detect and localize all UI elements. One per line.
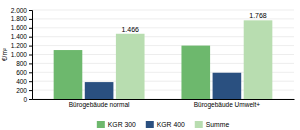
grid [32, 10, 294, 99]
tick-label: 1.200 [11, 42, 28, 49]
tick: 1.800 [11, 15, 32, 22]
bar [85, 82, 114, 99]
tick-label: 200 [16, 87, 27, 94]
tick: 600 [16, 69, 32, 76]
axis-line [29, 11, 33, 100]
tick-label: 1.400 [11, 33, 28, 40]
x-axis: Bürogebäude normal Bürogebäude Umwelt+ [33, 99, 295, 109]
tick-mark [29, 81, 32, 82]
data-label: 1.466 [121, 26, 139, 33]
tick: 200 [16, 87, 32, 94]
bar [181, 46, 210, 99]
tick: 400 [16, 78, 32, 85]
legend-label: Summe [206, 121, 230, 128]
legend-item: KGR 300 [97, 121, 136, 128]
tick-label: 2.000 [11, 7, 28, 14]
legend-swatch [97, 121, 105, 128]
tick: 1.400 [11, 33, 32, 40]
tick: 1.600 [11, 24, 32, 31]
legend-swatch [195, 121, 203, 128]
bar [54, 50, 83, 99]
tick-mark [29, 19, 32, 20]
y-axis-title: €/m² [1, 47, 8, 61]
legend-label: KGR 400 [157, 121, 185, 128]
tick: 800 [16, 60, 32, 67]
tick-mark [29, 10, 32, 11]
legend: KGR 300 KGR 400 Summe [97, 121, 230, 128]
tick-label: 600 [16, 69, 27, 76]
tick-label: Bürogebäude normal [69, 101, 130, 109]
legend-swatch [146, 121, 154, 128]
tick: Bürogebäude Umwelt+ [194, 99, 261, 109]
legend-label: KGR 300 [108, 121, 136, 128]
bar [213, 73, 242, 99]
tick-label: 1.000 [11, 51, 28, 58]
tick-label: 1.600 [11, 24, 28, 31]
y-axis: 0 200 400 600 800 1.000 1.200 1.400 1.600 1.8002.… [11, 7, 33, 103]
tick-label: 800 [16, 60, 27, 67]
tick-mark [29, 55, 32, 56]
tick-label: 0 [23, 96, 27, 103]
plot: 1.466 1.768 0 200 400 600 800 1.000 1.200 1.400 1.… [11, 7, 295, 109]
tick-mark [29, 72, 32, 73]
bars [54, 20, 273, 99]
tick: 1.000 [11, 51, 32, 58]
tick: 2.000 [11, 7, 32, 14]
data-labels: 1.466 1.768 [121, 12, 266, 32]
tick-mark [29, 46, 32, 47]
data-label: 1.768 [249, 12, 267, 19]
legend-item: KGR 400 [146, 121, 185, 128]
chart: 1.466 1.768 0 200 400 600 800 1.000 1.200 1.400 1.… [0, 0, 300, 130]
tick-label: 400 [16, 78, 27, 85]
bar [244, 20, 273, 99]
legend-item: Summe [195, 121, 230, 128]
tick: 0 [23, 96, 32, 103]
tick-mark [29, 28, 32, 29]
tick-mark [29, 37, 32, 38]
tick-mark [29, 99, 32, 100]
grid-line [32, 10, 294, 11]
tick-label: Bürogebäude Umwelt+ [194, 101, 261, 109]
tick: 1.200 [11, 42, 32, 49]
tick-mark [29, 63, 32, 64]
tick: Bürogebäude normal [69, 99, 130, 109]
bar [116, 34, 145, 99]
tick-label: 1.800 [11, 15, 28, 22]
tick-mark [29, 90, 32, 91]
